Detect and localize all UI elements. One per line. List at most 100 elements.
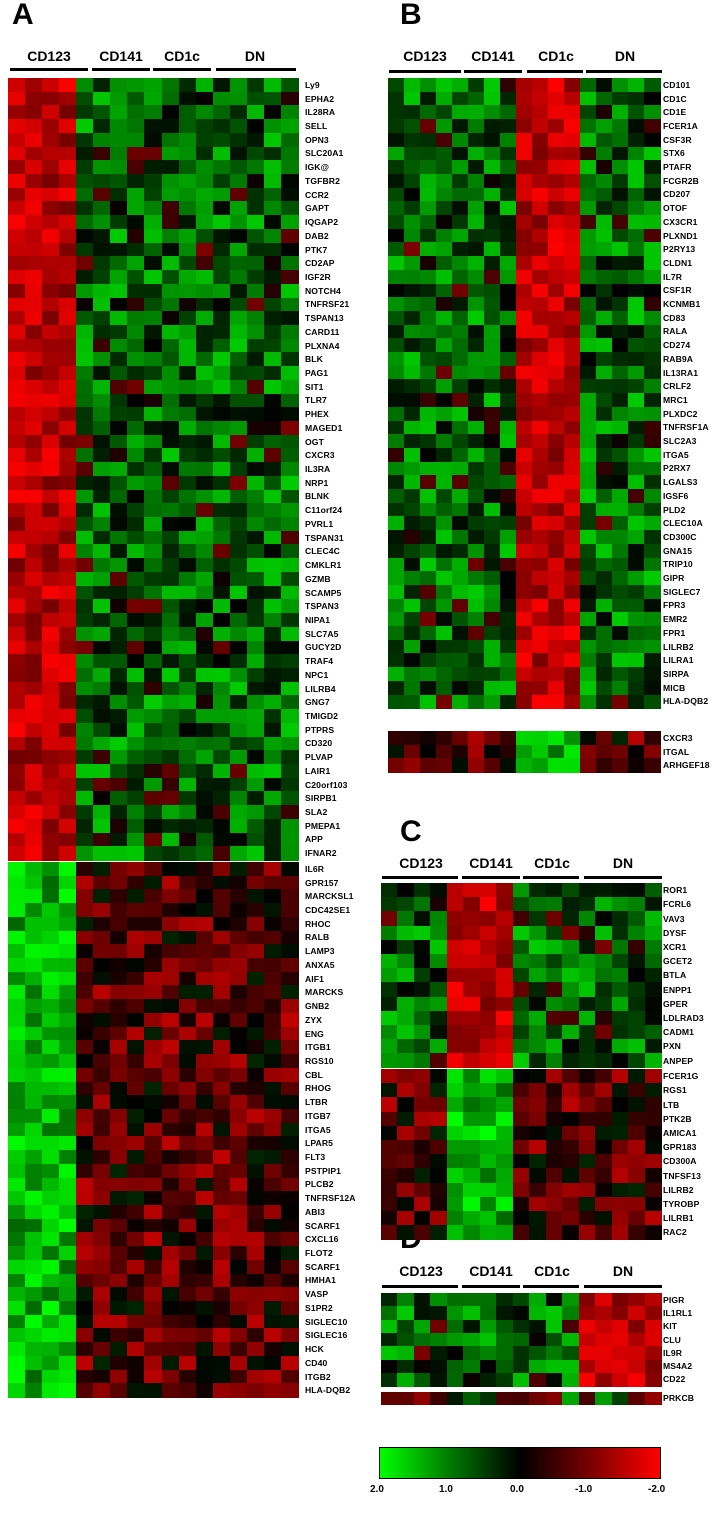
heatmap-cell (532, 667, 549, 682)
heatmap-cell (110, 985, 128, 1000)
heatmap-cell (595, 1359, 613, 1374)
heatmap-cell (144, 571, 163, 587)
heatmap-cell (397, 1182, 415, 1198)
heatmap-cell (545, 1346, 563, 1361)
heatmap-cell (548, 744, 565, 759)
gene-label: SLA2 (305, 807, 328, 818)
heatmap-cell (25, 985, 43, 1000)
heatmap-cell (93, 903, 111, 918)
heatmap-cell (144, 105, 163, 120)
heatmap-cell (484, 406, 501, 422)
heatmap-cell (212, 297, 231, 312)
heatmap-cell (388, 571, 405, 586)
heatmap-cell (280, 944, 299, 959)
heatmap-cell (545, 1154, 563, 1169)
heatmap-cell (500, 744, 517, 759)
heatmap-cell (76, 985, 94, 1000)
heatmap-cell (280, 1328, 299, 1343)
heatmap-cell (110, 599, 128, 614)
heatmap-cell (42, 875, 60, 891)
heatmap-cell (516, 352, 533, 367)
heatmap-cell (93, 174, 111, 189)
heatmap-cell (263, 174, 282, 189)
heatmap-cell (8, 324, 26, 340)
heatmap-cell (246, 503, 265, 518)
heatmap-cell (76, 324, 94, 340)
heatmap-cell (127, 695, 146, 710)
heatmap-cell (381, 1125, 399, 1141)
gene-label: IGK@ (305, 162, 330, 173)
heatmap-cell (628, 1010, 646, 1026)
heatmap-cell (8, 1081, 26, 1096)
heatmap-cell (436, 557, 453, 572)
heatmap-cell (644, 758, 661, 773)
heatmap-cell (280, 1026, 299, 1041)
heatmap-cell (628, 228, 645, 243)
heatmap-cell (93, 944, 111, 959)
heatmap-cell (8, 297, 26, 312)
heatmap-cell (246, 228, 265, 244)
heatmap-cell (436, 187, 453, 202)
heatmap-cell (644, 283, 661, 298)
heatmap-cell (76, 379, 94, 395)
heatmap-cell (463, 925, 481, 941)
heatmap-cell (59, 228, 77, 244)
heatmap-cell (516, 447, 533, 463)
heatmap-cell (178, 530, 197, 546)
heatmap-cell (161, 379, 180, 395)
heatmap-cell (246, 1081, 265, 1096)
heatmap-cell (529, 1140, 547, 1155)
heatmap-cell (76, 338, 94, 353)
heatmap-cell (144, 1163, 163, 1179)
heatmap-cell (263, 105, 282, 120)
heatmap-cell (500, 365, 517, 380)
heatmap-cell (178, 1012, 197, 1028)
heatmap-cell (548, 256, 565, 271)
heatmap-cell (127, 1273, 146, 1288)
heatmap-cell (280, 475, 299, 491)
heatmap-cell (578, 1010, 596, 1026)
heatmap-cell (516, 215, 533, 230)
heatmap-cell (578, 982, 596, 998)
heatmap-cell (548, 694, 565, 709)
heatmap-cell (178, 626, 197, 642)
heatmap-cell (76, 1301, 94, 1316)
heatmap-cell (144, 160, 163, 175)
heatmap-cell (446, 1140, 464, 1155)
heatmap-cell (397, 1025, 415, 1040)
heatmap-cell (127, 585, 146, 600)
heatmap-cell (564, 461, 581, 476)
heatmap-cell (59, 805, 77, 820)
heatmap-cell (8, 283, 26, 299)
heatmap-cell (76, 667, 94, 683)
heatmap-cell (246, 215, 265, 230)
heatmap-cell (229, 1342, 248, 1357)
heatmap-cell (127, 517, 146, 532)
heatmap-cell (161, 889, 180, 904)
heatmap-cell (452, 434, 469, 449)
gene-label: ITGA5 (663, 449, 689, 460)
heatmap-cell (178, 889, 197, 904)
heatmap-cell (25, 1012, 43, 1028)
heatmap-cell (161, 916, 180, 932)
heatmap-cell (161, 1026, 180, 1041)
heatmap-cell (644, 173, 661, 189)
heatmap-cell (144, 215, 163, 230)
gene-label: GNG7 (305, 697, 330, 708)
heatmap-cell (436, 393, 453, 408)
heatmap-cell (420, 78, 437, 93)
heatmap-cell (25, 832, 43, 847)
heatmap-cell (8, 1026, 26, 1041)
heatmap-cell (468, 365, 485, 380)
heatmap-cell (144, 1054, 163, 1069)
heatmap-cell (263, 1191, 282, 1206)
heatmap-cell (195, 1026, 214, 1041)
heatmap-cell (436, 502, 453, 517)
heatmap-cell (144, 999, 163, 1014)
heatmap-cell (512, 996, 530, 1012)
heatmap-cell (127, 654, 146, 669)
gene-label: MICB (663, 682, 686, 693)
heatmap-cell (25, 1191, 43, 1206)
gene-label: XCR1 (663, 941, 687, 952)
heatmap-cell (479, 1168, 497, 1184)
